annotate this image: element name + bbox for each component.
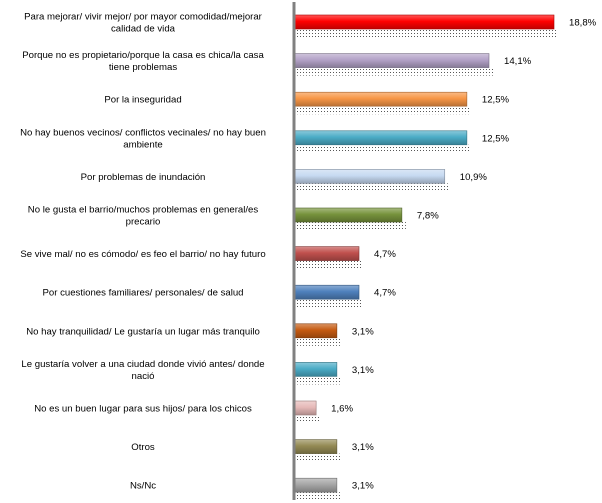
data-label: 18,8% [569,18,597,29]
bar [293,477,338,493]
bar-shadow [296,337,341,346]
bar-shadow [296,106,471,115]
bar-shadow [296,67,493,76]
data-label: 3,1% [352,365,374,376]
data-label: 1,6% [331,404,353,415]
data-label: 3,1% [352,481,374,492]
bar [293,207,403,223]
category-label: Otros [131,442,155,453]
bar [293,91,468,107]
category-label: Por cuestiones familiares/ personales/ d… [42,288,243,299]
category-label: No es un buen lugar para sus hijos/ para… [34,404,252,415]
bar [293,130,468,146]
category-label: Porque no es propietario/porque la casa … [22,50,264,73]
bar [293,362,338,377]
category-label: No hay buenos vecinos/ conflictos vecina… [20,127,266,150]
category-label: No le gusta el barrio/muchos problemas e… [28,205,259,228]
category-label: Por problemas de inundación [81,172,206,183]
bar-shadow [296,222,406,230]
bar-shadow [296,299,363,308]
bar-shadow [296,144,471,153]
category-label: No hay tranquilidad/ Le gustaría un luga… [26,326,260,337]
data-label: 10,9% [460,172,488,183]
data-label: 12,5% [482,95,510,106]
data-label: 4,7% [374,249,396,260]
bar [293,323,338,339]
category-label: Se vive mal/ no es cómodo/ es feo el bar… [20,249,265,260]
bar [293,53,490,68]
bar [293,14,555,30]
bar [293,169,446,184]
bar [293,284,360,300]
bar-shadow [296,376,341,385]
bar [293,246,360,261]
bar-shadow [296,183,449,192]
category-label: Para mejorar/ vivir mejor/ por mayor com… [24,12,263,35]
data-label: 3,1% [352,326,374,337]
bar-shadow [296,415,321,423]
bar [293,400,317,416]
data-label: 7,8% [417,211,439,222]
bar [293,439,338,454]
data-label: 3,1% [352,442,374,453]
bar-shadow [296,453,341,462]
data-label: 14,1% [504,56,532,67]
category-label: Por la inseguridad [104,95,181,106]
bar-shadow [296,260,363,269]
data-label: 4,7% [374,288,396,299]
category-label: Le gustaría volver a una ciudad donde vi… [21,359,264,382]
data-label: 12,5% [482,133,510,144]
category-label: Ns/Nc [130,481,156,492]
bar-shadow [296,492,341,501]
bar-shadow [296,29,558,37]
